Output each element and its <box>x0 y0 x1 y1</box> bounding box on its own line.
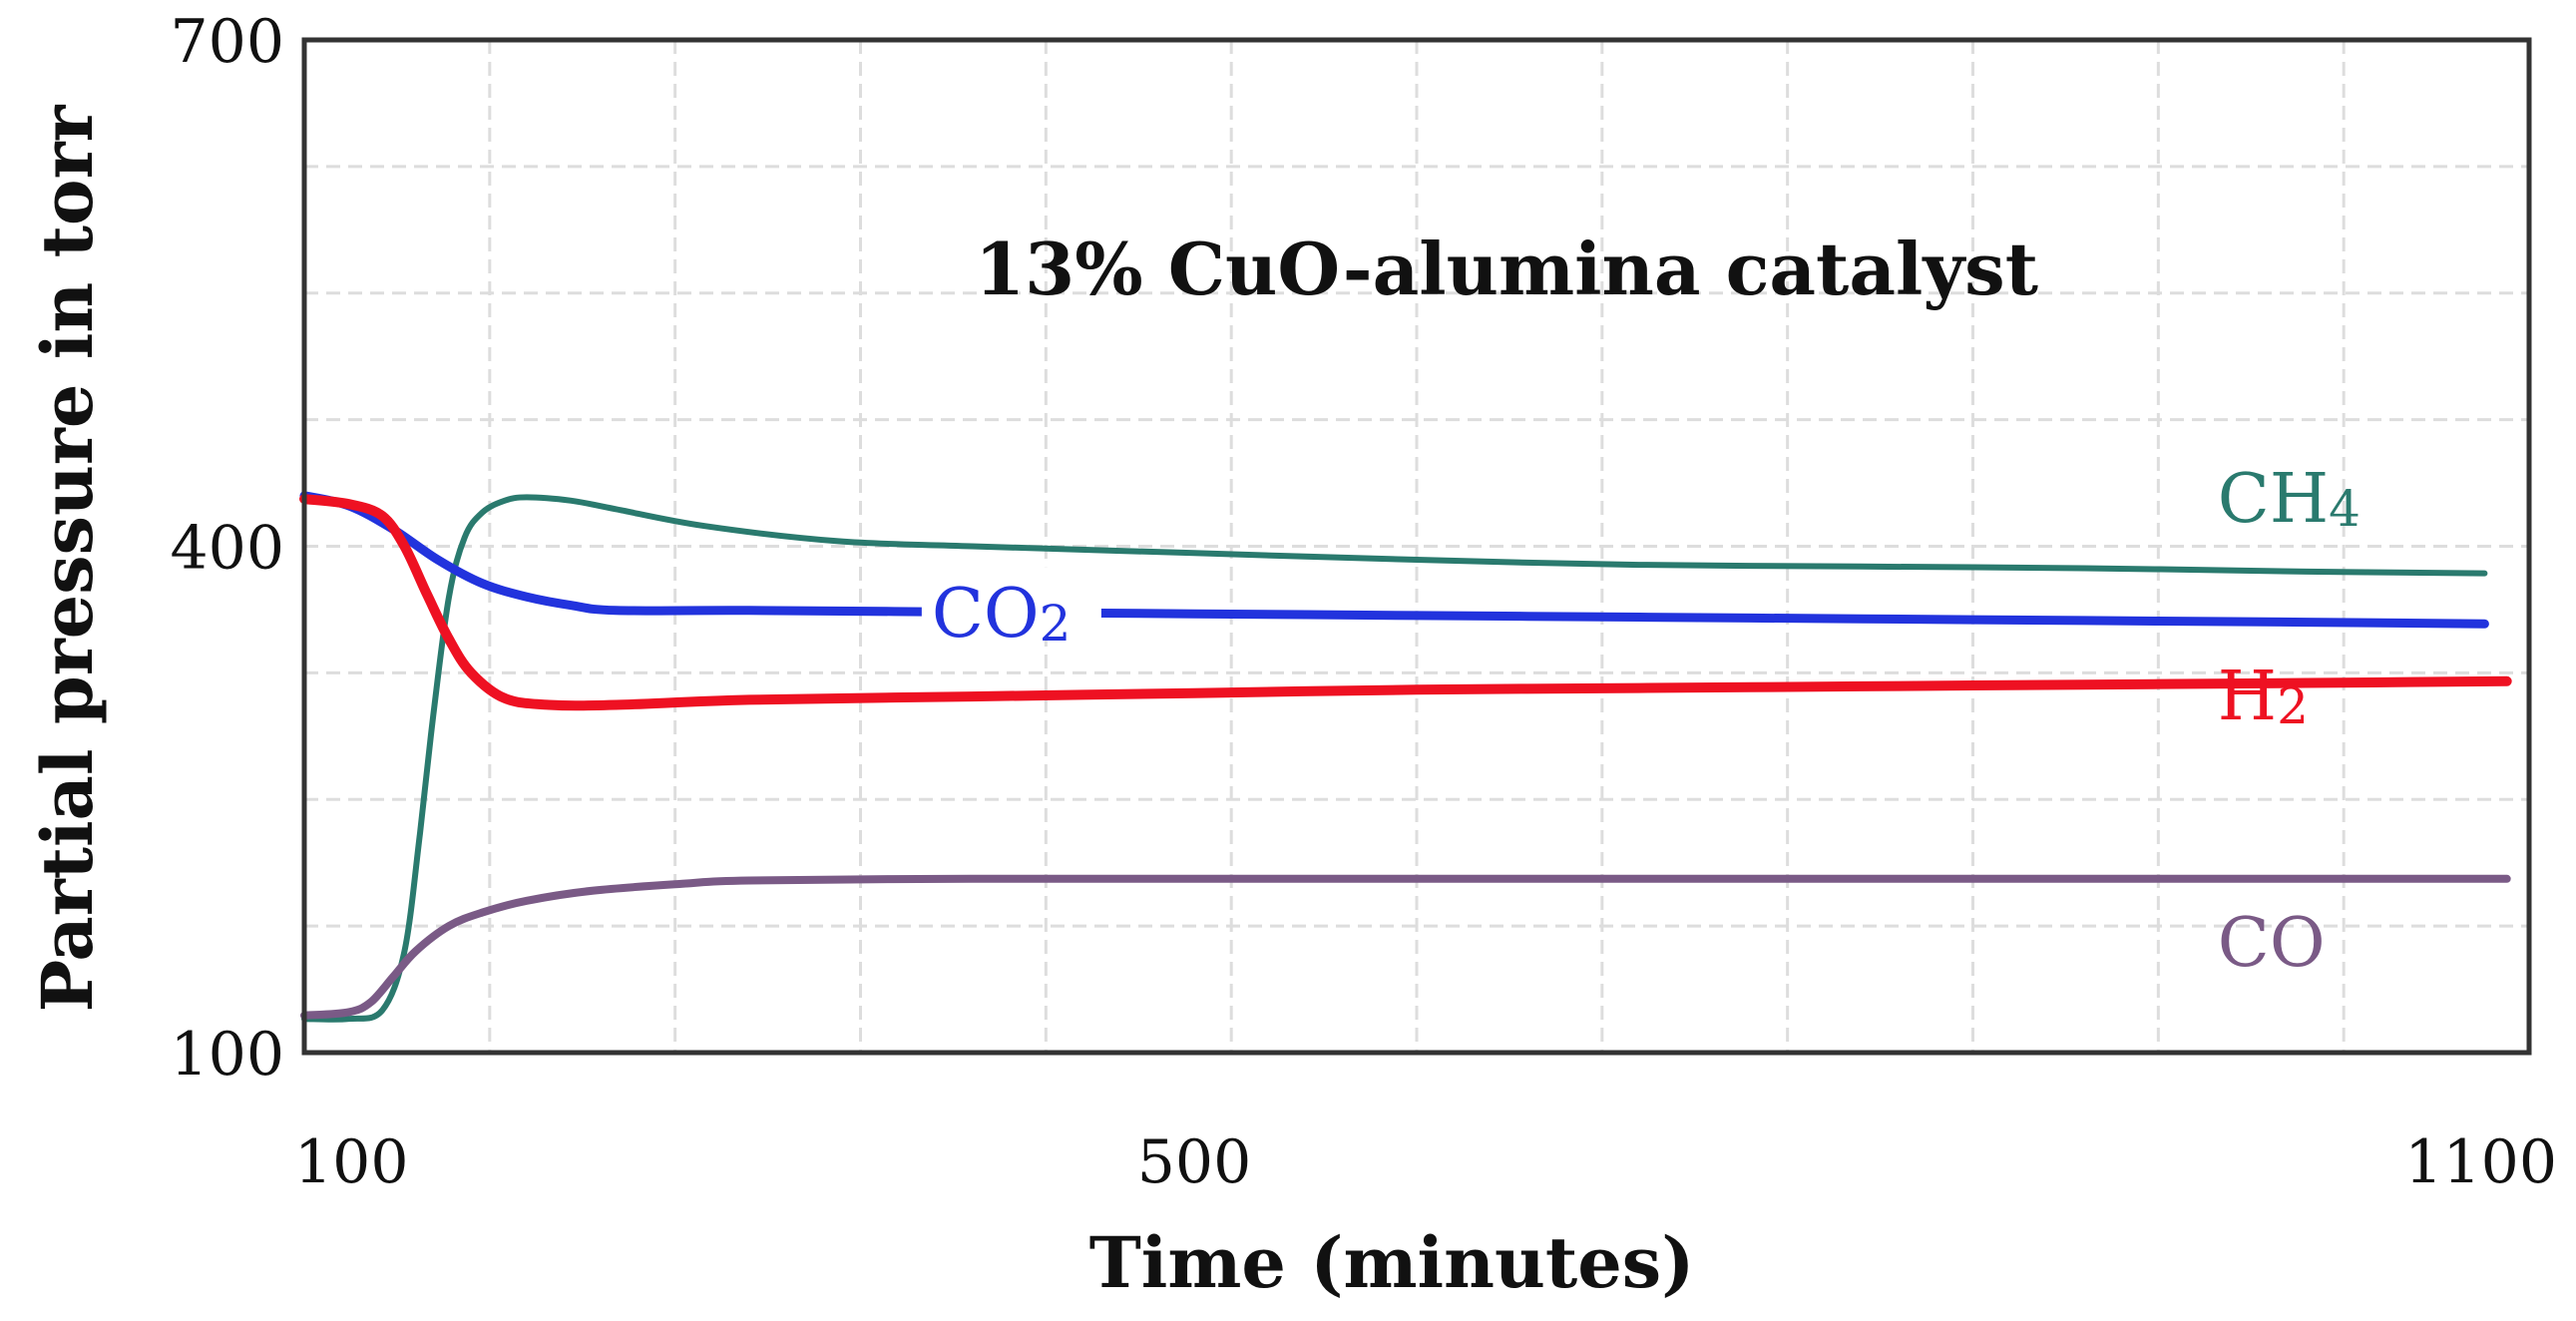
x-tick-labels: 100 500 1100 <box>294 1127 2557 1197</box>
plot-frame <box>301 37 2532 1056</box>
chart-title: 13% CuO-alumina catalyst <box>975 226 2038 311</box>
series-line-h2 <box>299 494 2512 711</box>
series-lines <box>299 491 2512 1023</box>
y-tick-label: 100 <box>170 1020 284 1090</box>
series-label-co2: CO2 <box>932 575 1072 654</box>
y-tick-label: 700 <box>170 7 284 77</box>
grid <box>304 40 2529 1053</box>
series-labels: CH4 CO2 H2 CO <box>921 460 2361 983</box>
x-tick-label: 100 <box>294 1127 409 1197</box>
series-line-ch4 <box>301 494 2488 1023</box>
y-axis-title: Partial pressure in torr <box>26 105 109 1013</box>
series-label-co: CO <box>2218 904 2326 983</box>
series-line-co <box>300 874 2511 1020</box>
x-tick-label: 1100 <box>2404 1127 2557 1197</box>
series-label-bg-co2 <box>921 567 1101 638</box>
y-tick-labels: 100 400 700 <box>170 7 284 1090</box>
y-tick-label: 400 <box>170 514 284 584</box>
series-label-ch4: CH4 <box>2218 460 2361 539</box>
x-axis-title: Time (minutes) <box>1089 1221 1695 1304</box>
x-tick-label: 500 <box>1137 1127 1252 1197</box>
series-label-h2: H2 <box>2218 658 2309 736</box>
